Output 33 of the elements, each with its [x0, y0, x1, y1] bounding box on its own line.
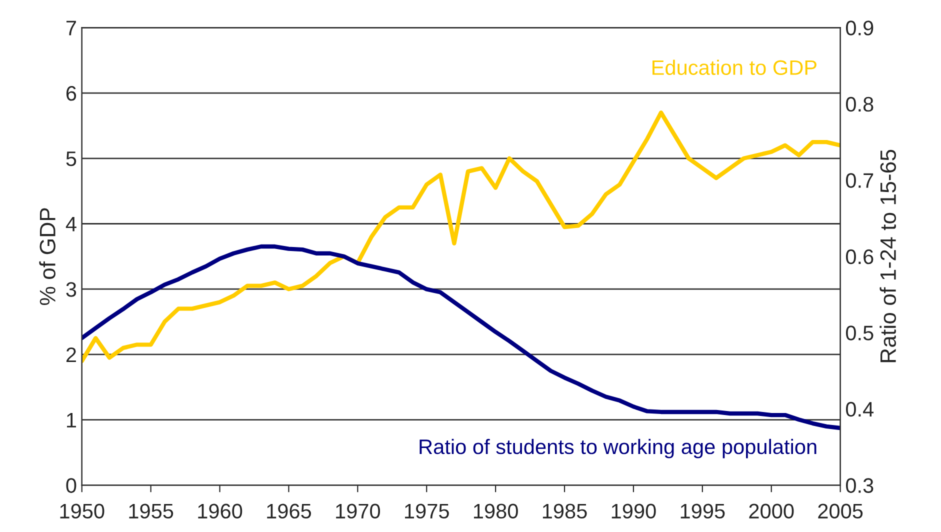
y-tick-label: 7 — [66, 20, 76, 36]
y-tick-label: 5 — [66, 152, 76, 166]
x-tick-label: 1990 — [612, 504, 656, 519]
y2-axis-title: Ratio of 1-24 to 15-65 — [880, 150, 896, 362]
line-series — [82, 244, 840, 430]
y2-tick-label: 0.7 — [846, 173, 874, 188]
y2-tick-label: 0.8 — [846, 96, 874, 112]
x-tick-label: 1970 — [336, 504, 380, 519]
x-tick-label: 1985 — [542, 504, 587, 519]
x-tick-label: 2000 — [749, 504, 794, 519]
y2-tick-label: 0.3 — [846, 478, 874, 493]
y2-tick-label: 0.6 — [846, 249, 874, 264]
series-label: Ratio of students to working age population — [420, 438, 816, 458]
x-tick-label: 1950 — [60, 504, 104, 519]
y2-tick-label: 0.4 — [846, 402, 874, 417]
x-tick-label: 2005 — [818, 504, 863, 519]
series-label: Education to GDP — [652, 60, 816, 75]
y-tick-label: 2 — [66, 347, 76, 362]
y-tick-label: 1 — [67, 413, 76, 428]
y-tick-label: 6 — [66, 86, 76, 101]
y-axis-title: % of GDP — [39, 208, 56, 306]
y2-tick-label: 0.9 — [846, 20, 874, 36]
x-tick-label: 1995 — [680, 504, 725, 519]
x-tick-label: 1965 — [267, 504, 312, 519]
line-series — [82, 110, 840, 364]
x-tick-label: 1955 — [129, 504, 174, 519]
x-tick-label: 1980 — [474, 504, 518, 519]
y-tick-label: 4 — [66, 216, 76, 232]
y-tick-label: 0 — [66, 478, 76, 493]
x-tick-label: 1975 — [405, 504, 449, 519]
y-tick-label: 3 — [66, 282, 76, 297]
y2-tick-label: 0.5 — [846, 326, 874, 340]
x-tick-label: 1960 — [198, 504, 242, 519]
